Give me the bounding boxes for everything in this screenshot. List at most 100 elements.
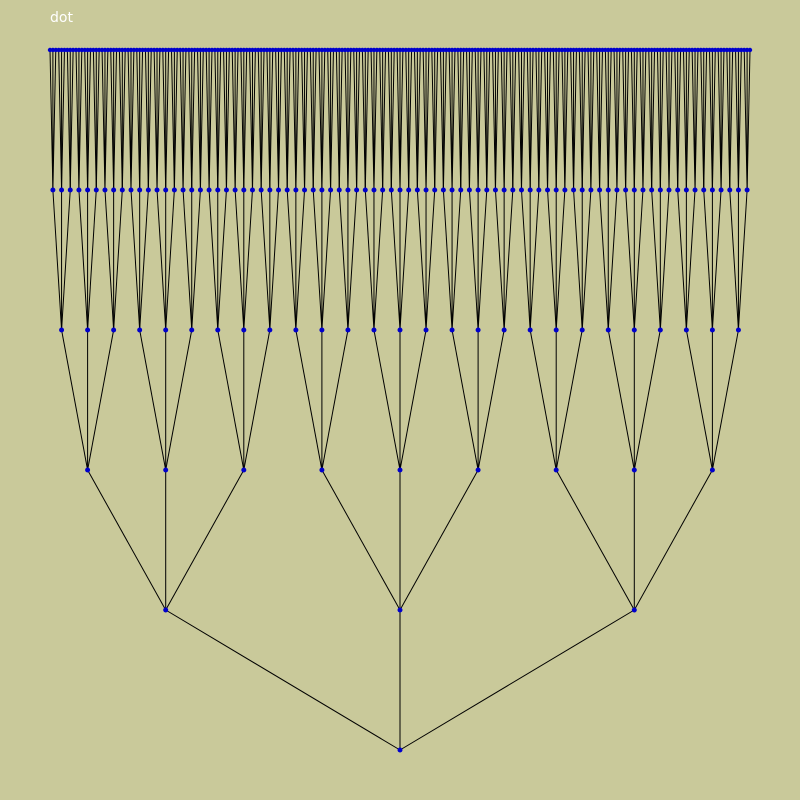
tree-edge [338, 189, 349, 331]
tree-edge [217, 49, 222, 191]
tree-node [206, 187, 212, 193]
tree-edge [147, 49, 152, 191]
tree-node [128, 187, 134, 193]
tree-edge [625, 189, 635, 331]
tree-node [475, 467, 481, 473]
tree-edge [616, 49, 621, 191]
tree-node [414, 187, 420, 193]
tree-node [449, 327, 455, 333]
tree-node [397, 187, 403, 193]
tree-edge [746, 49, 751, 191]
tree-edge [520, 49, 525, 191]
tree-edge [295, 189, 306, 331]
tree-edge [165, 609, 401, 751]
tree-node [631, 327, 637, 333]
tree-node [345, 187, 351, 193]
tree-edge [52, 189, 63, 331]
tree-edge [442, 49, 447, 191]
tree-edge [260, 189, 271, 331]
tree-edge [165, 49, 170, 191]
tree-edge [61, 189, 71, 331]
tree-node [588, 187, 594, 193]
tree-edge [191, 189, 201, 331]
tree-edge [711, 49, 716, 191]
tree-node [501, 327, 507, 333]
tree-edge [703, 189, 713, 331]
tree-edge [564, 49, 569, 191]
tree-edge [330, 49, 334, 191]
tree-node [432, 187, 438, 193]
tree-edge [234, 49, 239, 191]
tree-edge [685, 189, 696, 331]
tree-node [518, 187, 524, 193]
tree-edge [208, 49, 213, 191]
tree-node [536, 187, 542, 193]
tree-edge [295, 49, 300, 191]
tree-node [302, 187, 308, 193]
tree-edge [538, 49, 543, 191]
tree-node [163, 467, 169, 473]
tree-edge [529, 329, 557, 471]
tree-node [666, 187, 672, 193]
tree-edge [720, 49, 725, 191]
tree-edge [182, 49, 187, 191]
tree-edge [295, 329, 323, 471]
tree-edge [442, 189, 453, 331]
tree-node [371, 187, 377, 193]
tree-node [631, 187, 637, 193]
tree-node [85, 187, 91, 193]
tree-edge [607, 49, 612, 191]
tree-edge [373, 49, 378, 191]
tree-node [709, 467, 715, 473]
tree-edge [113, 189, 123, 331]
tree-node [111, 187, 117, 193]
tree-edge [78, 189, 89, 331]
tree-edge [416, 49, 421, 191]
tree-node [657, 187, 663, 193]
tree-node [735, 327, 741, 333]
tree-node [67, 187, 73, 193]
tree-edge [139, 329, 167, 471]
tree-edge [503, 49, 508, 191]
tree-edge [182, 189, 193, 331]
tree-node [276, 187, 282, 193]
tree-node [744, 187, 750, 193]
tree-node [527, 327, 533, 333]
tree-node [397, 607, 403, 613]
tree-node [649, 187, 655, 193]
tree-edge [685, 49, 690, 191]
tree-node [319, 327, 325, 333]
tree-node [501, 187, 507, 193]
tree-edge [165, 329, 193, 471]
tree-node [267, 327, 273, 333]
tree-edge [642, 49, 647, 191]
tree-edge [130, 49, 135, 191]
tree-edge [139, 49, 144, 191]
tree-node [189, 187, 195, 193]
tree-node [284, 187, 290, 193]
tree-node [137, 327, 143, 333]
tree-node [362, 187, 368, 193]
tree-node [189, 327, 195, 333]
tree-edge [243, 189, 253, 331]
tree-edge [677, 189, 687, 331]
tree-node [137, 187, 143, 193]
tree-edge [69, 49, 74, 191]
tree-edge [347, 49, 352, 191]
tree-edge [390, 189, 401, 331]
tree-edge [659, 189, 670, 331]
tree-edge [278, 49, 282, 191]
tree-edge [633, 329, 661, 471]
tree-edge [573, 189, 583, 331]
tree-edge [61, 49, 65, 191]
tree-edge [251, 49, 256, 191]
tree-edge [737, 189, 748, 331]
tree-edge [286, 189, 297, 331]
tree-edge [477, 329, 505, 471]
tree-edge [399, 49, 404, 191]
tree-node [709, 187, 715, 193]
tree-node [93, 187, 99, 193]
tree-node [85, 327, 91, 333]
